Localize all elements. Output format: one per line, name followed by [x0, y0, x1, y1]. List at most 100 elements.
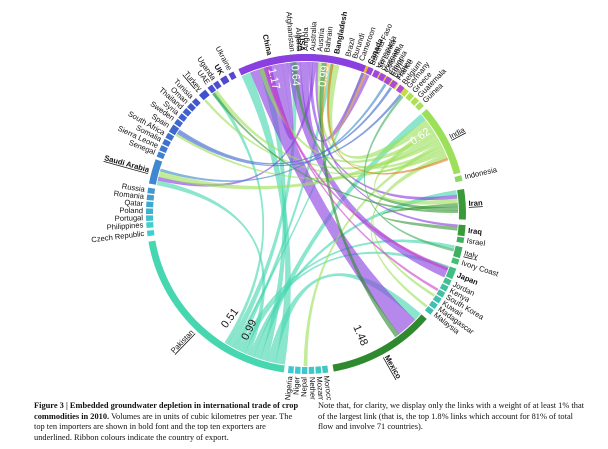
arc-indonesia	[454, 175, 463, 183]
arc-czech-republic	[146, 229, 155, 237]
ribbon-iran-to-uae	[212, 92, 459, 214]
flow-value-label: 1.48	[350, 323, 370, 347]
chord-ribbons	[156, 61, 459, 367]
country-label-israel: Israel	[466, 236, 486, 248]
arc-uk	[220, 75, 230, 85]
arc-poland	[146, 208, 154, 214]
arc-syria	[178, 113, 188, 122]
country-label-niger: Niger	[292, 376, 302, 395]
arc-malaysia	[424, 306, 434, 315]
arc-russia	[147, 187, 156, 195]
arc-pakistan	[148, 240, 285, 373]
arc-vietnam	[377, 72, 386, 82]
country-label-afghanistan: Afghanistan	[284, 11, 296, 52]
country-label-romania: Romania	[113, 189, 145, 201]
arc-iran	[457, 188, 466, 220]
country-label-italy: Italy	[463, 249, 479, 261]
arc-burkina-faso	[365, 66, 374, 76]
arc-turkey	[198, 89, 210, 101]
country-label-pakistan: Pakistan	[169, 328, 196, 355]
caption-left-column: Figure 3 | Embedded groundwater depletio…	[34, 401, 304, 443]
ribbon-italy-to-germany	[363, 95, 455, 252]
chord-diagram: China AfghanistanAlgeriaAngolaAustraliaAu…	[91, 10, 501, 400]
country-label-bahrain: Bahrain	[322, 26, 334, 53]
ribbon-india-to-turkey	[204, 99, 446, 175]
arc-jordan	[442, 277, 452, 286]
country-label-nigeria: Nigeria	[283, 375, 294, 400]
ribbon-china-to-south-korea	[266, 66, 439, 292]
arc-yemen	[389, 79, 398, 89]
arc-netherlands	[308, 366, 315, 374]
country-label-portugal: Portugal	[115, 213, 144, 223]
country-label-morocco: Morocco	[322, 375, 334, 400]
arc-senegal	[156, 151, 166, 160]
arc-mexico	[332, 314, 427, 372]
arc-sierra-leone	[159, 145, 168, 153]
country-label-iran: Iran	[468, 198, 483, 208]
arc-somalia	[162, 138, 171, 147]
arc-india	[421, 109, 461, 175]
country-label-netherlands: Netherlands	[308, 377, 318, 400]
flow-value-label: 0.64	[288, 64, 302, 86]
country-label-poland: Poland	[119, 206, 143, 215]
arc-oman	[187, 102, 196, 112]
ribbon-saudi-arabia-to-egypt	[159, 83, 387, 182]
arc-usa	[238, 54, 366, 76]
arc-mozambique	[315, 366, 322, 374]
country-label-saudi-arabia: Saudi Arabia	[103, 153, 151, 174]
arc-ivory-coast	[451, 257, 460, 265]
ribbon-spain-to-france	[177, 86, 393, 165]
figure-caption: Figure 3 | Embedded groundwater depletio…	[0, 401, 608, 447]
arc-uganda	[213, 80, 222, 90]
ribbon-india-to-china	[258, 67, 436, 163]
ribbon-usa-to-saudi-arabia	[157, 61, 317, 187]
arc-germany	[400, 87, 409, 97]
country-label-india: India	[448, 125, 467, 141]
flow-value-label: 1.17	[265, 67, 282, 91]
arc-philippines	[146, 222, 154, 228]
arc-thailand	[182, 107, 192, 117]
arc-madagascar	[428, 300, 438, 310]
arc-greece	[405, 92, 415, 102]
ribbon-usa-to-canada	[300, 61, 370, 142]
arc-guinea	[415, 101, 424, 111]
caption-body-left: Volumes are in units of cubic kilometres…	[34, 411, 293, 442]
arc-romania	[146, 194, 155, 201]
ribbon-india-to-nepal	[303, 142, 443, 367]
arc-spain	[168, 124, 180, 136]
arc-italy	[453, 245, 463, 259]
ribbon-pakistan-to-iran	[248, 189, 458, 357]
country-label-russia: Russia	[121, 182, 146, 194]
flow-value-label: 0.99	[317, 65, 332, 88]
ribbon-pakistan-to-uae	[212, 91, 265, 345]
arc-israel	[456, 236, 465, 244]
arc-nigeria	[287, 366, 294, 374]
arc-ukraine	[228, 71, 237, 81]
arc-ethiopia	[383, 76, 392, 85]
arc-uae	[207, 84, 217, 94]
arc-sweden	[174, 118, 184, 128]
arc-niger	[294, 366, 301, 374]
caption-body-right: Note that, for clarity, we display only …	[318, 401, 584, 432]
ribbon-mexico-to-usa	[319, 62, 400, 338]
arc-guatemala	[410, 96, 420, 106]
country-label-nepal: Nepal	[299, 377, 308, 397]
arc-belgium	[395, 84, 405, 94]
caption-right-column: Note that, for clarity, we display only …	[318, 401, 588, 433]
country-label-mozambique: Mozambique	[315, 376, 327, 400]
arc-saudi-arabia	[148, 159, 163, 185]
arc-kuwait	[432, 295, 442, 304]
arc-kenya	[439, 283, 449, 292]
country-label-algeria: Algeria	[294, 27, 304, 52]
country-label-iraq: Iraq	[468, 226, 483, 236]
country-label-mexico: Mexico	[383, 353, 404, 380]
country-arcs	[146, 53, 466, 374]
arc-venezuela	[371, 69, 380, 79]
country-label-angola: Angola	[301, 27, 310, 51]
arc-japan	[445, 266, 457, 280]
country-label-australia: Australia	[308, 21, 318, 52]
country-label-indonesia: Indonesia	[464, 165, 499, 181]
ribbon-pakistan-to-italy	[238, 239, 455, 352]
country-label-czech-republic: Czech Republic	[91, 229, 145, 244]
ribbon-iran-to-afghanistan	[292, 62, 459, 211]
